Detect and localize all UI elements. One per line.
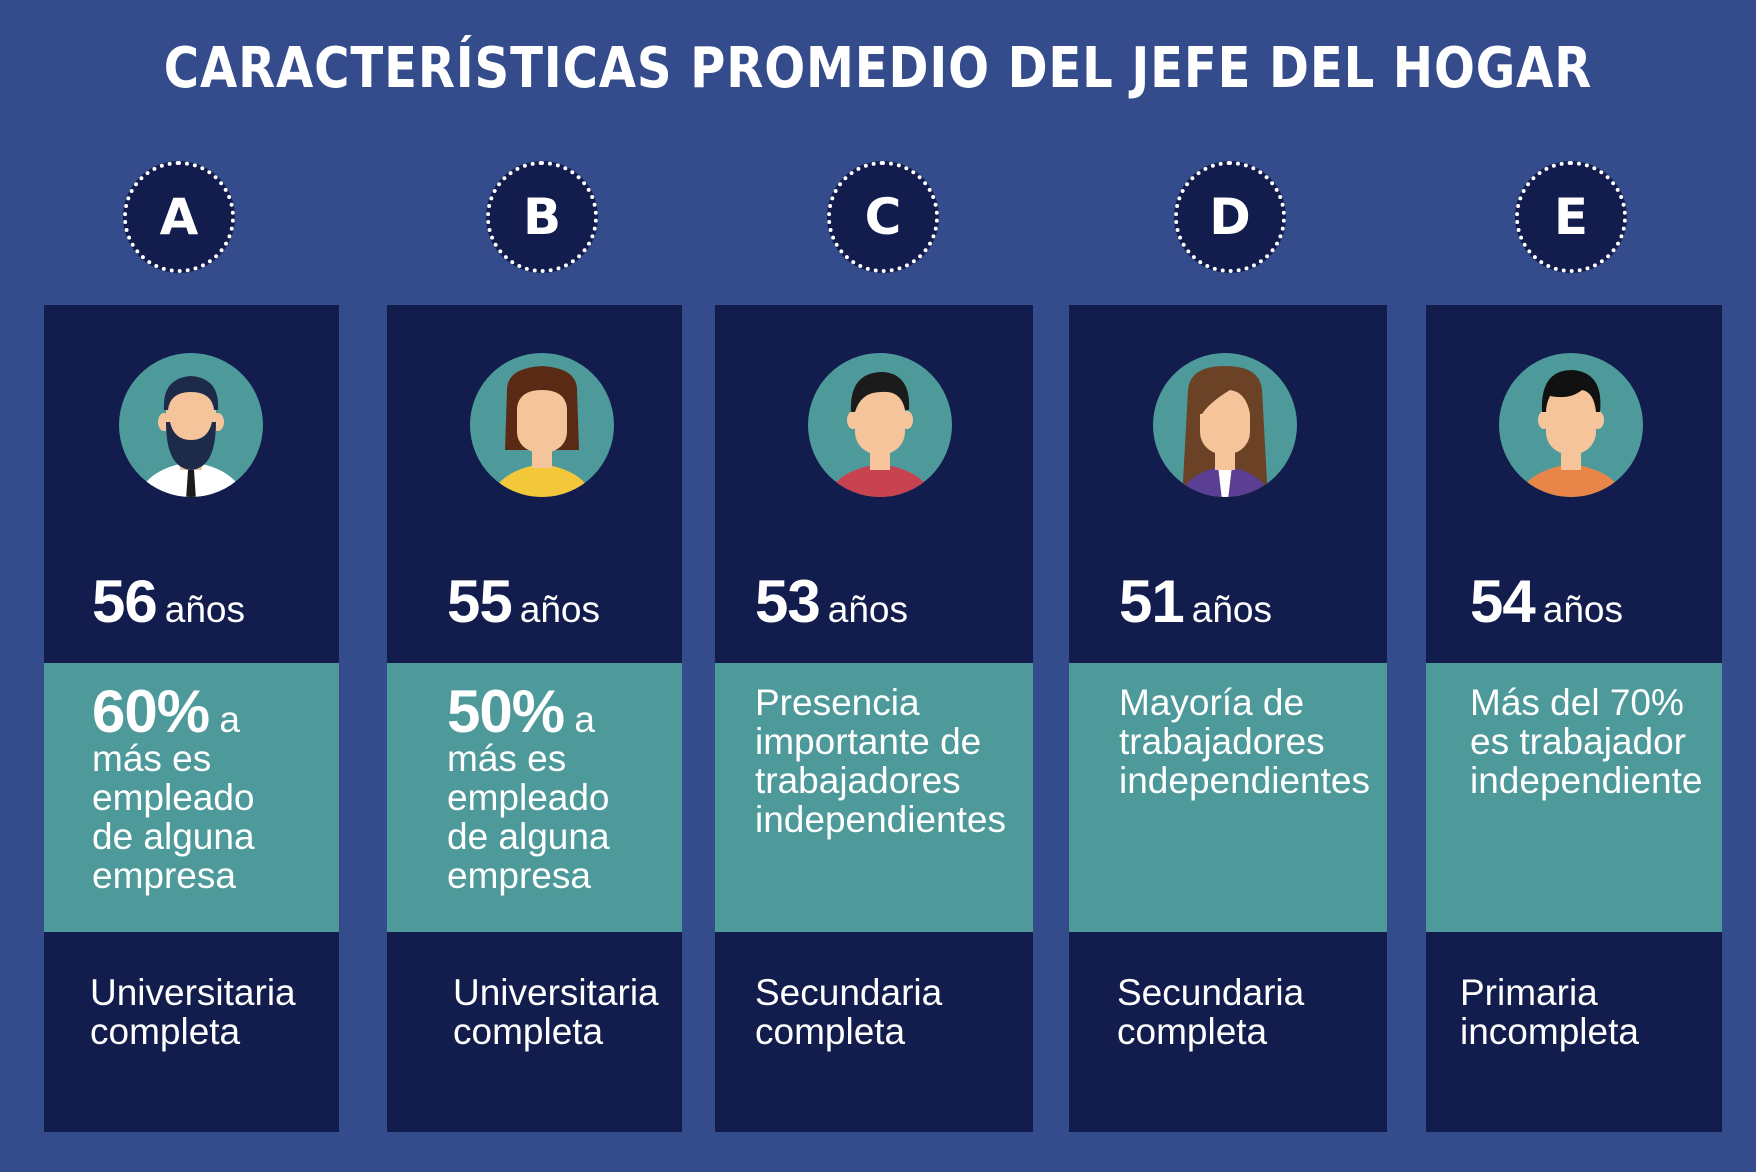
occupation-line: trabajadores [755, 760, 961, 801]
occupation-line: independientes [755, 799, 1006, 840]
education-text: Secundaria completa [755, 973, 942, 1051]
young-man-avatar-icon [808, 353, 952, 497]
page-title: CARACTERÍSTICAS PROMEDIO DEL JEFE DEL HO… [163, 36, 1593, 101]
occupation-text: 50% a más es empleado de alguna empresa [447, 682, 610, 896]
occupation-line: Más del 70% [1470, 682, 1684, 723]
occupation-line: Presencia [755, 682, 920, 723]
occupation-percent-suffix: a [574, 699, 595, 740]
badge-letter: A [159, 188, 199, 246]
occupation-panel: 50% a más es empleado de alguna empresa [387, 663, 682, 932]
occupation-percent: 60% [92, 678, 210, 745]
occupation-text: Más del 70% es trabajador independiente [1470, 683, 1703, 800]
education-line: Universitaria [90, 972, 296, 1013]
badge-d: D [1174, 161, 1286, 273]
age-unit: años [827, 589, 908, 630]
education-line: completa [453, 1011, 604, 1052]
occupation-line: más es [447, 738, 567, 779]
occupation-line: empresa [92, 855, 236, 896]
column-e: 54 años Más del 70% es trabajador indepen… [1426, 305, 1722, 1132]
education-line: Secundaria [1117, 972, 1305, 1013]
badge-letter: B [522, 188, 562, 246]
badge-letter: E [1553, 188, 1589, 246]
age-number: 51 [1119, 568, 1185, 635]
age-unit: años [164, 589, 245, 630]
column-c: 53 años Presencia importante de trabajado… [715, 305, 1033, 1132]
occupation-panel: Más del 70% es trabajador independiente [1426, 663, 1722, 932]
occupation-line: independientes [1119, 760, 1370, 801]
age: 56 años [92, 567, 245, 636]
bearded-man-avatar-icon [119, 353, 263, 497]
education-line: completa [755, 1011, 906, 1052]
occupation-line: empleado [92, 777, 255, 818]
occupation-text: Mayoría de trabajadores independientes [1119, 683, 1370, 800]
education-line: completa [1117, 1011, 1268, 1052]
occupation-line: trabajadores [1119, 721, 1325, 762]
occupation-line: de alguna [447, 816, 610, 857]
education-line: Universitaria [453, 972, 659, 1013]
age: 51 años [1119, 567, 1272, 636]
age-unit: años [1191, 589, 1272, 630]
education-text: Secundaria completa [1117, 973, 1304, 1051]
occupation-text: Presencia importante de trabajadores ind… [755, 683, 1006, 839]
column-d: 51 años Mayoría de trabajadores independi… [1069, 305, 1387, 1132]
occupation-panel: Mayoría de trabajadores independientes [1069, 663, 1387, 932]
badge-letter: D [1209, 188, 1251, 246]
age-unit: años [519, 589, 600, 630]
education-text: Universitaria completa [90, 973, 296, 1051]
age-number: 56 [92, 568, 158, 635]
age: 54 años [1470, 567, 1623, 636]
badge-a: A [123, 161, 235, 273]
occupation-line: más es [92, 738, 212, 779]
age: 55 años [447, 567, 600, 636]
age-number: 54 [1470, 568, 1536, 635]
occupation-line: independiente [1470, 760, 1703, 801]
occupation-line: es trabajador [1470, 721, 1686, 762]
occupation-line: empleado [447, 777, 610, 818]
badge-b: B [486, 161, 598, 273]
occupation-percent: 50% [447, 678, 565, 745]
occupation-line: importante de [755, 721, 982, 762]
education-line: Primaria [1460, 972, 1598, 1013]
age-number: 55 [447, 568, 513, 635]
occupation-text: 60% a más es empleado de alguna empresa [92, 682, 255, 896]
occupation-line: Mayoría de [1119, 682, 1305, 723]
occupation-line: de alguna [92, 816, 255, 857]
short-hair-woman-avatar-icon [470, 353, 614, 497]
education-text: Primaria incompleta [1460, 973, 1639, 1051]
education-text: Universitaria completa [453, 973, 659, 1051]
badge-e: E [1515, 161, 1627, 273]
column-a: 56 años 60% a más es empleado de alguna e… [44, 305, 339, 1132]
man-orange-shirt-avatar-icon [1499, 353, 1643, 497]
occupation-percent-suffix: a [219, 699, 240, 740]
age-number: 53 [755, 568, 821, 635]
badge-letter: C [864, 188, 902, 246]
occupation-panel: Presencia importante de trabajadores ind… [715, 663, 1033, 932]
column-b: 55 años 50% a más es empleado de alguna e… [387, 305, 682, 1132]
occupation-panel: 60% a más es empleado de alguna empresa [44, 663, 339, 932]
education-line: incompleta [1460, 1011, 1639, 1052]
occupation-line: empresa [447, 855, 591, 896]
age-unit: años [1542, 589, 1623, 630]
education-line: Secundaria [755, 972, 943, 1013]
age: 53 años [755, 567, 908, 636]
badge-c: C [827, 161, 939, 273]
education-line: completa [90, 1011, 241, 1052]
long-hair-woman-avatar-icon [1153, 353, 1297, 497]
